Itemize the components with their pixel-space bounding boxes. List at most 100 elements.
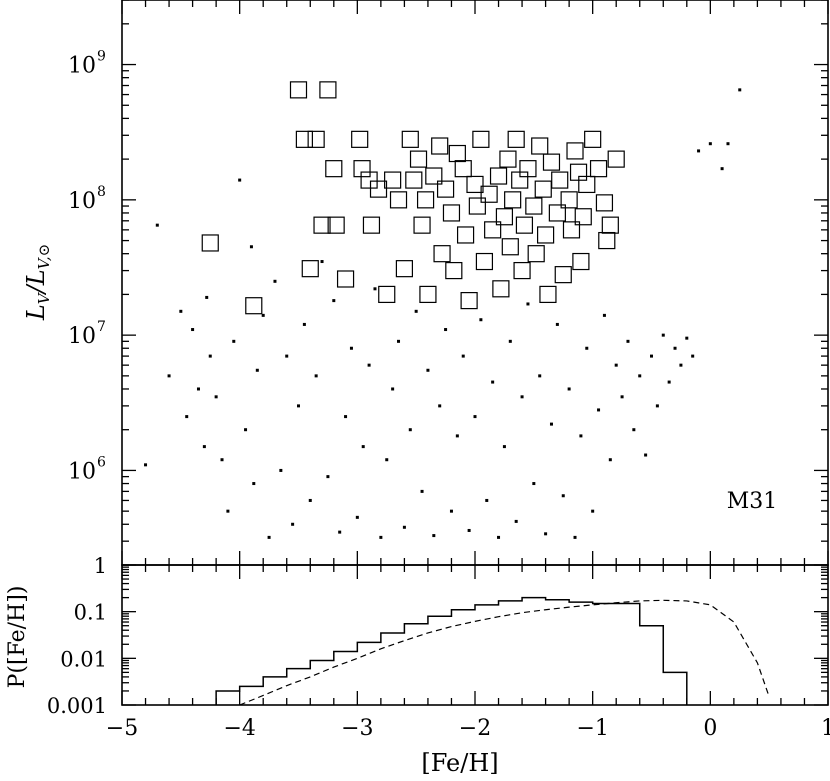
data-point-dot xyxy=(667,380,671,384)
data-point-dot xyxy=(344,415,348,419)
svg-text:LV/LV,⊙: LV/LV,⊙ xyxy=(22,244,53,321)
data-point-square xyxy=(395,260,413,278)
ylabel-den-sub: V,⊙ xyxy=(35,244,53,270)
data-point-dot xyxy=(332,299,336,303)
data-point-dot xyxy=(361,445,365,449)
data-point-dot xyxy=(597,408,601,412)
bottom-panel-lines xyxy=(215,596,770,706)
data-point-dot xyxy=(261,313,265,317)
data-point-dot xyxy=(738,88,742,92)
data-point-dot xyxy=(508,339,512,343)
data-point-square xyxy=(468,197,486,215)
ylabel-num-main: L xyxy=(22,304,50,321)
data-point-dot xyxy=(614,363,618,367)
ylabel-num-sub: V xyxy=(35,291,53,304)
data-point-dot xyxy=(644,453,648,457)
data-point-dot xyxy=(655,404,659,408)
data-point-square xyxy=(548,204,566,222)
data-point-dot xyxy=(379,535,383,539)
data-point-square xyxy=(319,81,337,99)
data-point-square xyxy=(353,160,371,178)
data-point-dot xyxy=(632,428,636,432)
x-axis-label: [Fe/H] xyxy=(421,749,498,777)
data-point-dot xyxy=(438,404,442,408)
data-point-dot xyxy=(355,515,359,519)
data-point-dot xyxy=(144,463,148,467)
data-point-square xyxy=(460,292,478,310)
data-point-dot xyxy=(538,374,542,378)
data-point-dot xyxy=(497,535,501,539)
data-point-dot xyxy=(602,313,606,317)
data-point-dot xyxy=(726,142,730,146)
data-point-dot xyxy=(185,415,189,419)
data-point-square xyxy=(525,197,543,215)
top-ytick-exp: 6 xyxy=(97,454,106,470)
data-point-dot xyxy=(685,336,689,340)
data-point-dot xyxy=(467,528,471,532)
data-point-dot xyxy=(205,295,209,299)
data-point-dot xyxy=(638,374,642,378)
data-point-dot xyxy=(338,530,342,534)
data-point-square xyxy=(466,175,484,194)
data-point-square xyxy=(425,167,443,185)
data-point-square xyxy=(492,280,510,298)
data-point-dot xyxy=(526,302,530,306)
data-point-dot xyxy=(291,522,295,526)
data-point-dot xyxy=(267,535,271,539)
top-ytick-exp: 7 xyxy=(97,319,106,335)
data-point-square xyxy=(598,231,616,250)
data-point-square xyxy=(448,144,466,163)
data-point-square xyxy=(531,137,549,155)
data-point-square xyxy=(369,180,388,198)
data-point-square xyxy=(445,261,463,280)
data-point-square xyxy=(513,261,531,280)
data-point-square xyxy=(351,130,369,148)
data-point-dot xyxy=(349,346,353,350)
data-point-dot xyxy=(397,339,401,343)
data-point-square xyxy=(456,226,475,244)
x-tick-label: 1 xyxy=(821,716,830,741)
data-point-dot xyxy=(608,458,612,462)
data-point-square xyxy=(475,252,494,271)
data-point-square xyxy=(601,216,619,234)
data-point-dot xyxy=(220,458,224,462)
data-point-dot xyxy=(285,354,289,358)
data-point-square xyxy=(515,216,534,234)
bottom-ylabel: P([Fe/H]) xyxy=(5,586,30,689)
data-point-dot xyxy=(708,142,712,146)
data-point-dot xyxy=(326,475,330,479)
data-point-dot xyxy=(473,415,477,419)
data-point-dot xyxy=(408,428,412,432)
data-point-square xyxy=(201,234,219,252)
data-point-dot xyxy=(620,395,624,399)
data-point-square xyxy=(504,191,522,209)
data-point-dot xyxy=(373,287,377,291)
data-point-dot xyxy=(661,333,665,337)
data-point-square xyxy=(584,130,602,148)
data-point-dot xyxy=(485,498,489,502)
data-point-square xyxy=(413,216,431,234)
data-point-dot xyxy=(650,354,653,358)
top-ytick-label: 10 xyxy=(68,189,96,214)
data-point-square xyxy=(289,81,308,99)
data-point-dot xyxy=(455,434,459,438)
data-point-dot xyxy=(302,322,306,326)
data-point-dot xyxy=(691,354,695,358)
data-point-dot xyxy=(502,445,506,449)
data-point-square xyxy=(416,191,435,209)
data-point-square xyxy=(436,180,455,198)
data-point-dot xyxy=(314,374,318,378)
data-point-square xyxy=(378,285,396,304)
ylabel-den-main: L xyxy=(22,269,50,286)
data-point-square xyxy=(489,167,508,185)
data-point-dot xyxy=(520,395,524,399)
data-point-square xyxy=(336,270,355,288)
data-point-square xyxy=(409,150,428,168)
data-point-dot xyxy=(297,404,300,408)
data-point-dot xyxy=(479,318,483,322)
data-point-square xyxy=(362,216,381,234)
data-point-square xyxy=(401,130,419,148)
data-point-square xyxy=(389,191,408,209)
x-tick-label: −2 xyxy=(459,716,491,741)
